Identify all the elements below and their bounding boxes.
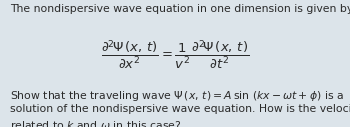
Text: $\dfrac{\partial^2\!\Psi\,(x,\,t)}{\partial x^2} = \dfrac{1}{v^2}\dfrac{\partial: $\dfrac{\partial^2\!\Psi\,(x,\,t)}{\part… [101,38,249,71]
Text: related to $k$ and $\omega$ in this case?: related to $k$ and $\omega$ in this case… [10,119,182,127]
Text: The nondispersive wave equation in one dimension is given by: The nondispersive wave equation in one d… [10,4,350,14]
Text: solution of the nondispersive wave equation. How is the velocity of the wave: solution of the nondispersive wave equat… [10,104,350,114]
Text: Show that the traveling wave $\Psi\,(x,\,t) = A\,\sin\,(kx - \omega t + \phi)$ i: Show that the traveling wave $\Psi\,(x,\… [10,89,344,103]
